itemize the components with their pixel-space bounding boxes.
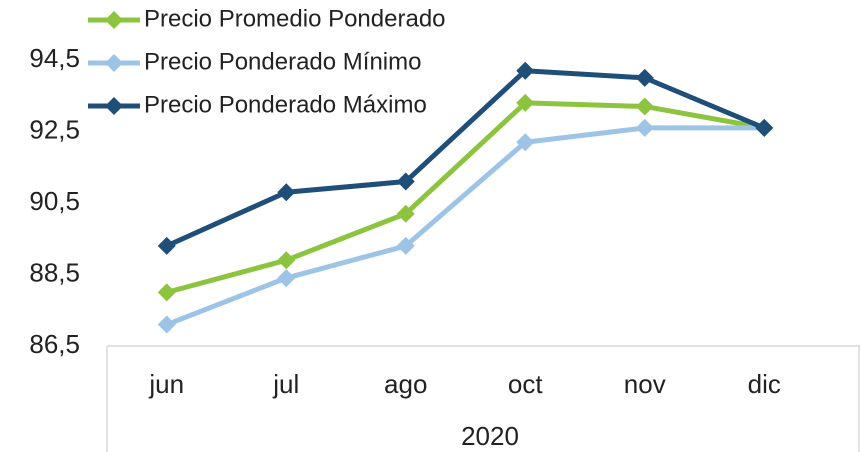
legend-label: Precio Ponderado Máximo [144,91,427,118]
data-point [755,118,774,137]
legend-label: Precio Ponderado Mínimo [144,48,421,75]
series-line [165,68,766,249]
y-tick-label: 94,5 [29,43,80,73]
x-tick-label: oct [508,369,543,399]
category-group-label: 2020 [461,421,519,451]
data-point [157,236,176,255]
data-point [635,97,654,116]
y-tick-label: 92,5 [29,114,80,144]
data-point [157,283,176,302]
legend-marker [105,97,123,115]
data-point [396,204,415,223]
series-line [166,100,765,295]
data-point [277,183,296,202]
x-tick-label: dic [748,369,781,399]
legend-label: Precio Promedio Ponderado [144,5,446,32]
y-tick-label: 88,5 [29,257,80,287]
data-point [516,93,535,112]
x-tick-label: jul [272,369,299,399]
data-point [635,118,654,137]
data-point [157,315,176,334]
x-tick-label: nov [624,369,666,399]
data-point [635,68,654,87]
data-point [516,133,535,152]
legend-marker [105,54,123,72]
series-line [165,125,765,327]
data-point [516,61,535,80]
legend-marker [105,11,123,29]
data-point [396,172,415,191]
data-point [277,251,296,270]
data-point [277,269,296,288]
y-tick-label: 86,5 [29,329,80,359]
x-tick-label: ago [384,369,427,399]
data-point [396,236,415,255]
x-tick-label: jun [148,369,184,399]
y-tick-label: 90,5 [29,186,80,216]
